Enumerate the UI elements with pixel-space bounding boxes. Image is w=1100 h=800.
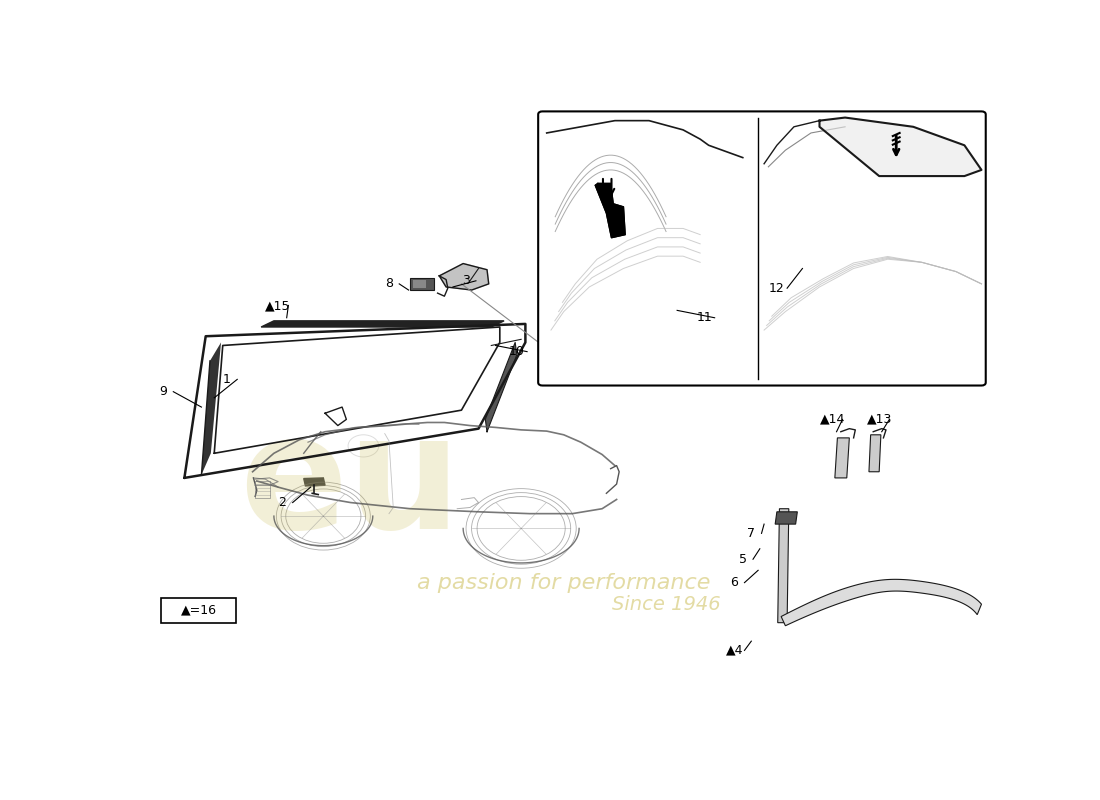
Text: eu: eu (240, 406, 462, 562)
Polygon shape (201, 342, 221, 475)
FancyBboxPatch shape (538, 111, 986, 386)
Bar (410, 278, 435, 290)
Text: 9: 9 (160, 385, 167, 398)
Text: 6: 6 (730, 576, 738, 589)
Polygon shape (776, 512, 798, 524)
Text: a passion for performance: a passion for performance (417, 573, 711, 593)
Text: 7: 7 (747, 527, 756, 540)
Bar (412, 279, 427, 288)
Polygon shape (869, 435, 881, 472)
Polygon shape (439, 263, 488, 290)
Polygon shape (820, 118, 981, 176)
Text: 5: 5 (739, 553, 747, 566)
Text: ▲15: ▲15 (265, 299, 290, 312)
Text: ▲=16: ▲=16 (180, 604, 217, 617)
Text: 12: 12 (769, 282, 784, 294)
Text: ▲14: ▲14 (820, 413, 845, 426)
Polygon shape (781, 579, 981, 626)
Text: 8: 8 (385, 278, 393, 290)
Text: ▲13: ▲13 (867, 413, 892, 426)
Polygon shape (595, 183, 625, 238)
Bar (162, 598, 236, 622)
Polygon shape (304, 478, 326, 486)
Text: 1: 1 (223, 373, 231, 386)
Text: 11: 11 (696, 311, 713, 324)
Text: ▲4: ▲4 (726, 644, 742, 657)
Polygon shape (485, 342, 517, 432)
Polygon shape (778, 509, 789, 622)
Polygon shape (835, 438, 849, 478)
Text: Since 1946: Since 1946 (612, 594, 720, 614)
Text: 2: 2 (278, 496, 286, 509)
Text: 10: 10 (509, 345, 525, 358)
Polygon shape (261, 321, 504, 327)
Text: 3: 3 (462, 274, 470, 287)
